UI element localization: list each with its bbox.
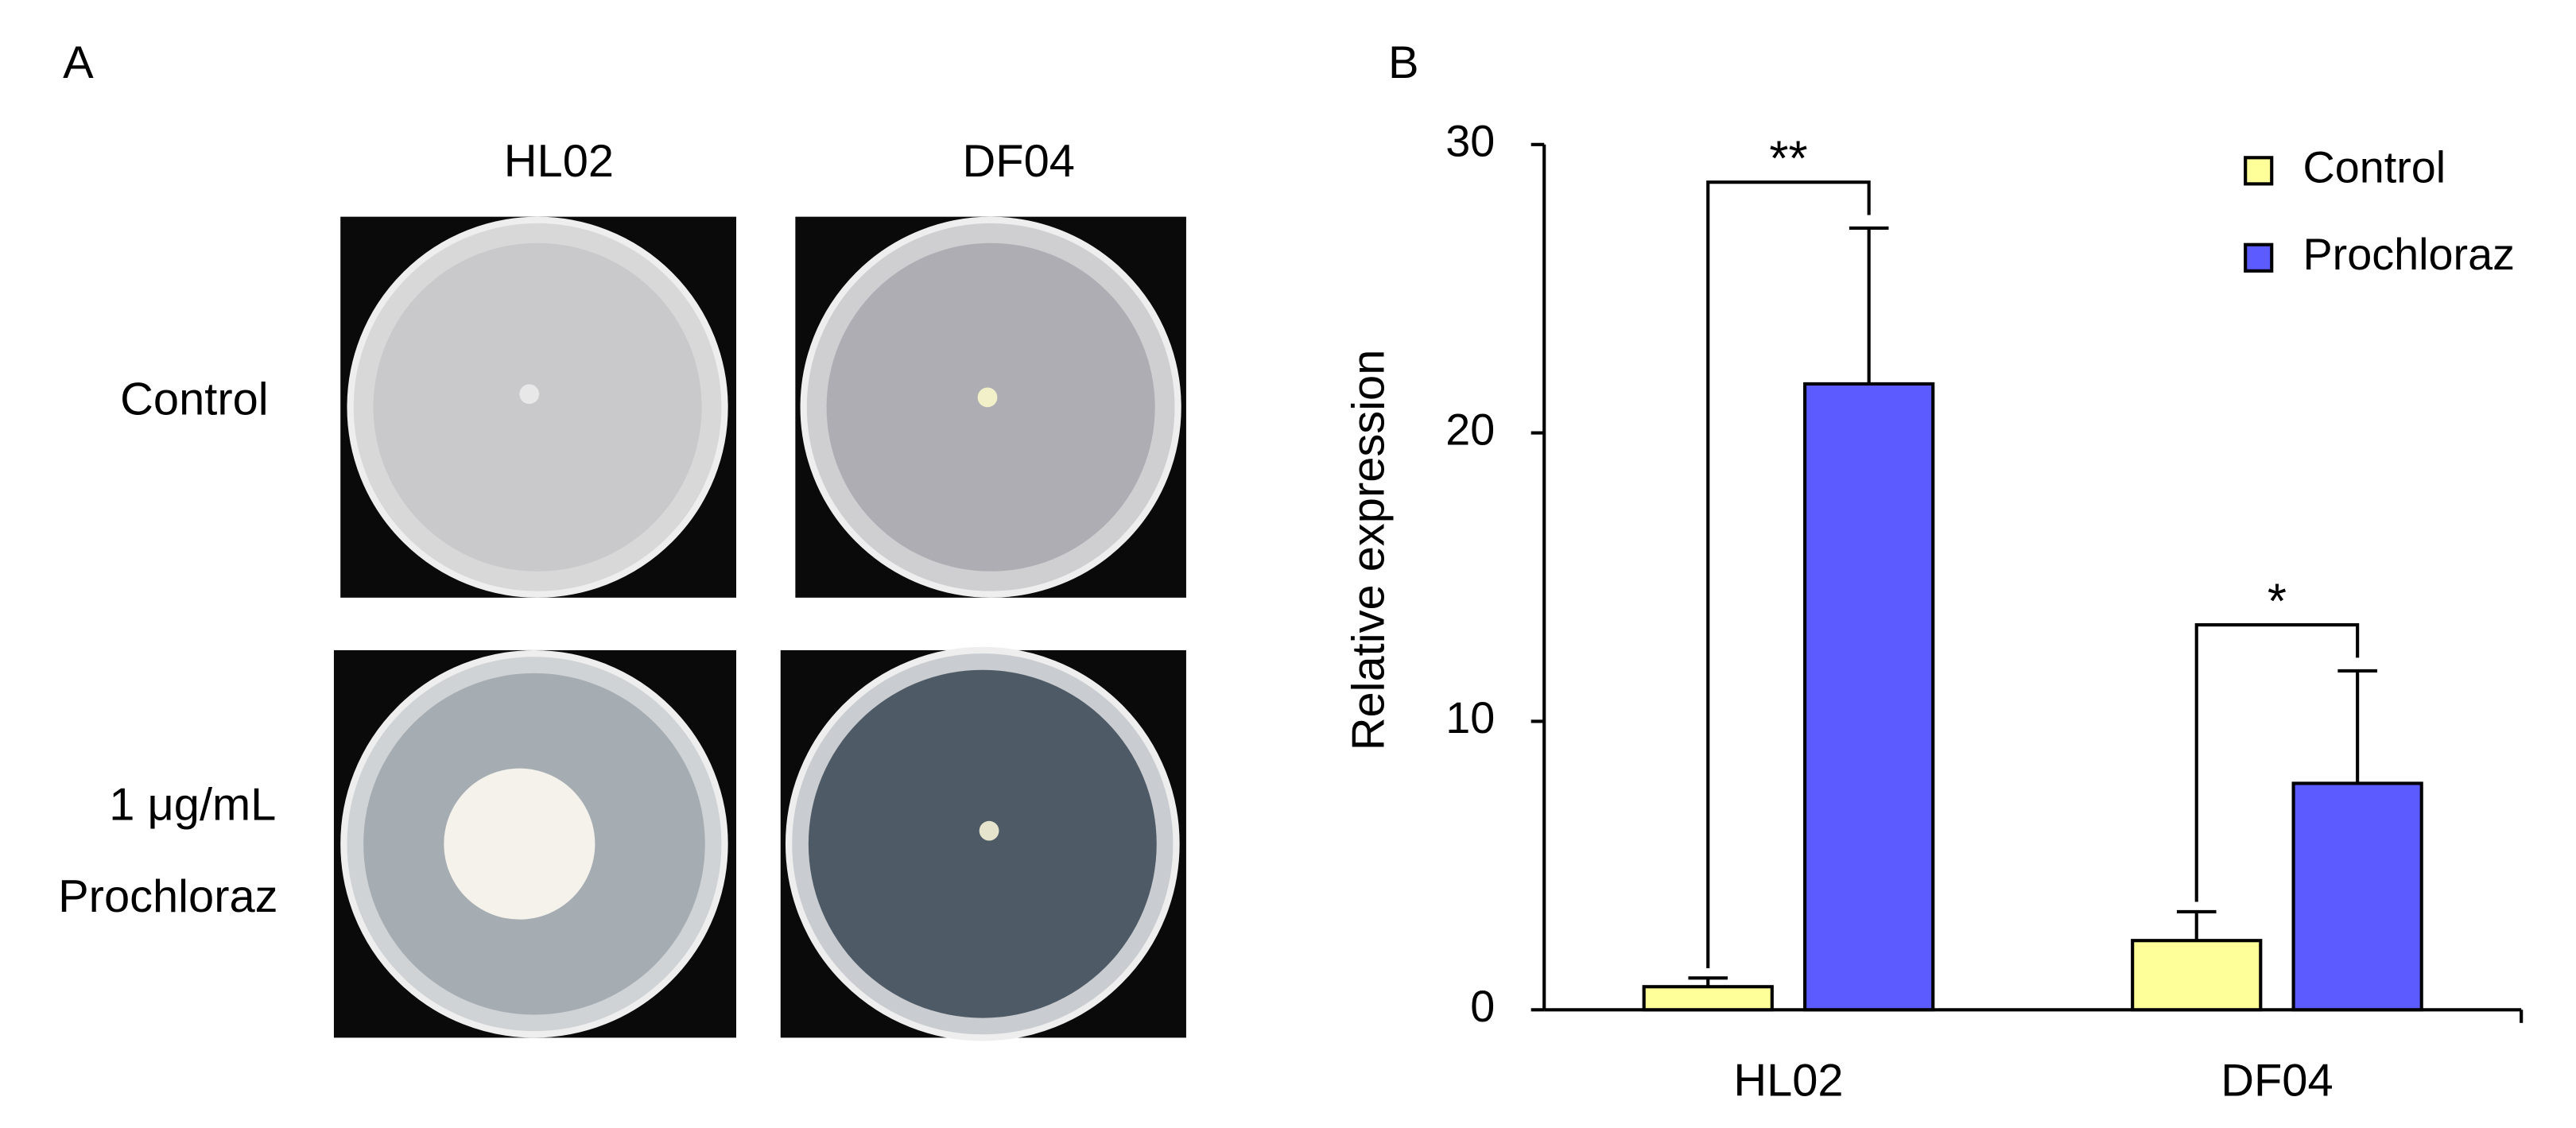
error-bar	[1688, 976, 1728, 987]
error-bar	[2176, 909, 2217, 941]
legend-label: Prochloraz	[2302, 230, 2514, 279]
panel-label: A	[63, 37, 94, 88]
bar	[2291, 781, 2423, 1012]
significance-bracket	[2194, 623, 2360, 902]
photo	[333, 649, 736, 1038]
error-bar	[1849, 226, 1889, 384]
significance-label: *	[2268, 575, 2287, 630]
y-tick-label: 10	[1445, 693, 1495, 742]
error-bar	[2337, 669, 2377, 784]
panel-label: B	[1388, 37, 1419, 88]
row-label: Prochloraz	[58, 871, 277, 922]
y-axis-label: Relative expression	[1344, 350, 1395, 751]
photo	[340, 216, 736, 598]
y-tick-label: 30	[1445, 116, 1495, 165]
y-tick-label: 20	[1445, 405, 1495, 454]
legend-swatch	[2244, 156, 2274, 186]
bar	[1642, 985, 1774, 1012]
bar	[1803, 382, 1935, 1012]
photo	[795, 216, 1186, 598]
legend-swatch	[2244, 242, 2274, 273]
bar	[2131, 939, 2263, 1012]
photo	[780, 646, 1186, 1041]
row-label: Control	[120, 374, 268, 424]
row-label: 1 μg/mL	[109, 780, 276, 831]
y-tick-label: 0	[1470, 982, 1495, 1031]
x-tick-label: HL02	[1733, 1056, 1843, 1107]
significance-label: **	[1769, 132, 1807, 187]
column-label: DF04	[963, 136, 1075, 187]
legend-label: Control	[2302, 143, 2446, 192]
column-label: HL02	[504, 136, 614, 187]
significance-bracket	[1706, 180, 1871, 968]
x-tick-label: DF04	[2221, 1056, 2333, 1107]
